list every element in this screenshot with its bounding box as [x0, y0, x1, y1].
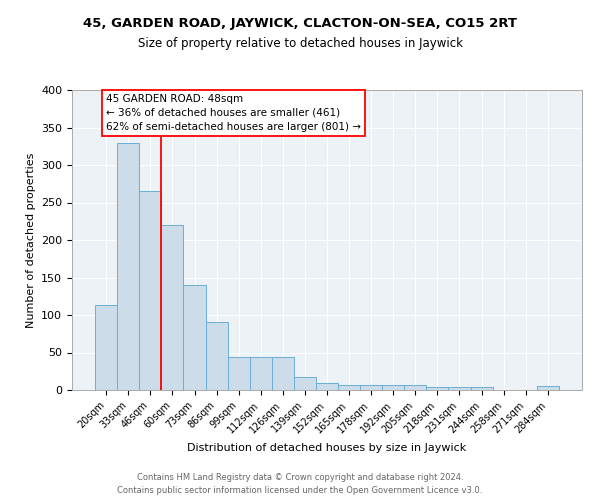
Bar: [448, 387, 470, 390]
Bar: [250, 357, 272, 390]
Text: Contains HM Land Registry data © Crown copyright and database right 2024.
Contai: Contains HM Land Registry data © Crown c…: [118, 474, 482, 495]
Bar: [427, 387, 448, 390]
Bar: [161, 225, 184, 390]
Bar: [382, 385, 404, 390]
Bar: [95, 305, 117, 390]
Bar: [227, 357, 250, 390]
Bar: [316, 382, 338, 390]
Bar: [537, 386, 559, 390]
Bar: [470, 387, 493, 390]
Bar: [272, 357, 294, 390]
Text: Size of property relative to detached houses in Jaywick: Size of property relative to detached ho…: [137, 38, 463, 51]
Bar: [206, 322, 227, 390]
Bar: [294, 376, 316, 390]
Bar: [404, 385, 427, 390]
Bar: [139, 191, 161, 390]
Bar: [184, 285, 206, 390]
X-axis label: Distribution of detached houses by size in Jaywick: Distribution of detached houses by size …: [187, 443, 467, 453]
Bar: [338, 385, 360, 390]
Bar: [117, 142, 139, 390]
Text: 45, GARDEN ROAD, JAYWICK, CLACTON-ON-SEA, CO15 2RT: 45, GARDEN ROAD, JAYWICK, CLACTON-ON-SEA…: [83, 18, 517, 30]
Text: 45 GARDEN ROAD: 48sqm
← 36% of detached houses are smaller (461)
62% of semi-det: 45 GARDEN ROAD: 48sqm ← 36% of detached …: [106, 94, 361, 132]
Bar: [360, 385, 382, 390]
Y-axis label: Number of detached properties: Number of detached properties: [26, 152, 35, 328]
